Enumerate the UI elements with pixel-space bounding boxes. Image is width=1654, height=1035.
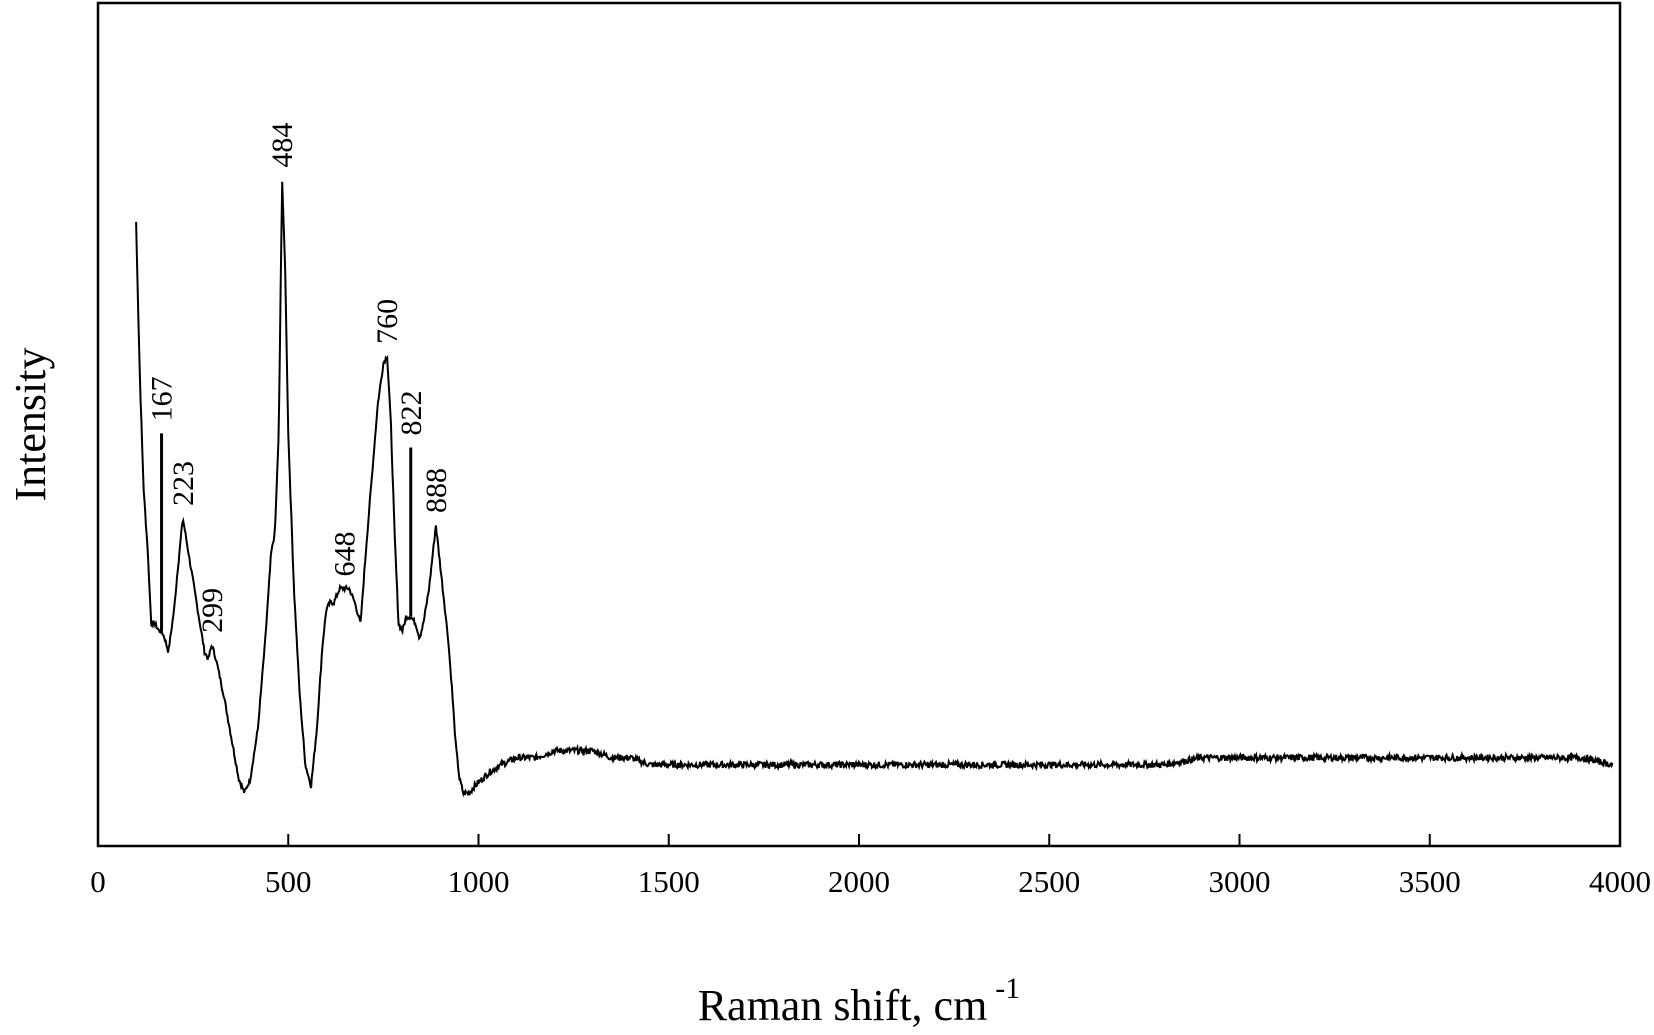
x-tick-label: 1500 (638, 864, 700, 899)
peak-annotations: 167 223 299 484 648 760 822 888 (146, 123, 453, 633)
x-axis-title-text: Raman shift, cm (698, 981, 988, 1030)
x-tick-label: 2000 (828, 864, 890, 899)
x-tick-label: 0 (90, 864, 106, 899)
y-axis-title: Intensity (6, 348, 55, 502)
x-tick-label: 3500 (1399, 864, 1461, 899)
x-axis-title: Raman shift, cm -1 (698, 972, 1021, 1030)
peak-label: 167 (146, 376, 179, 421)
x-axis-title-superscript: -1 (995, 972, 1020, 1005)
peak-label: 484 (266, 123, 299, 168)
x-axis-ticks: 0 500 1000 1500 2000 2500 3000 3500 4000 (90, 834, 1651, 899)
peak-label: 760 (371, 299, 404, 344)
peak-label: 822 (395, 391, 428, 436)
spectrum-line (135, 181, 1614, 798)
plot-frame (96, 1, 1622, 848)
x-tick-label: 500 (265, 864, 312, 899)
peak-label: 888 (420, 468, 453, 513)
x-tick-label: 4000 (1589, 864, 1651, 899)
x-tick-label: 2500 (1018, 864, 1080, 899)
peak-label: 299 (196, 588, 229, 633)
peak-label: 223 (167, 461, 200, 506)
peak-label: 648 (329, 532, 362, 577)
x-tick-label: 3000 (1209, 864, 1271, 899)
x-tick-label: 1000 (448, 864, 510, 899)
